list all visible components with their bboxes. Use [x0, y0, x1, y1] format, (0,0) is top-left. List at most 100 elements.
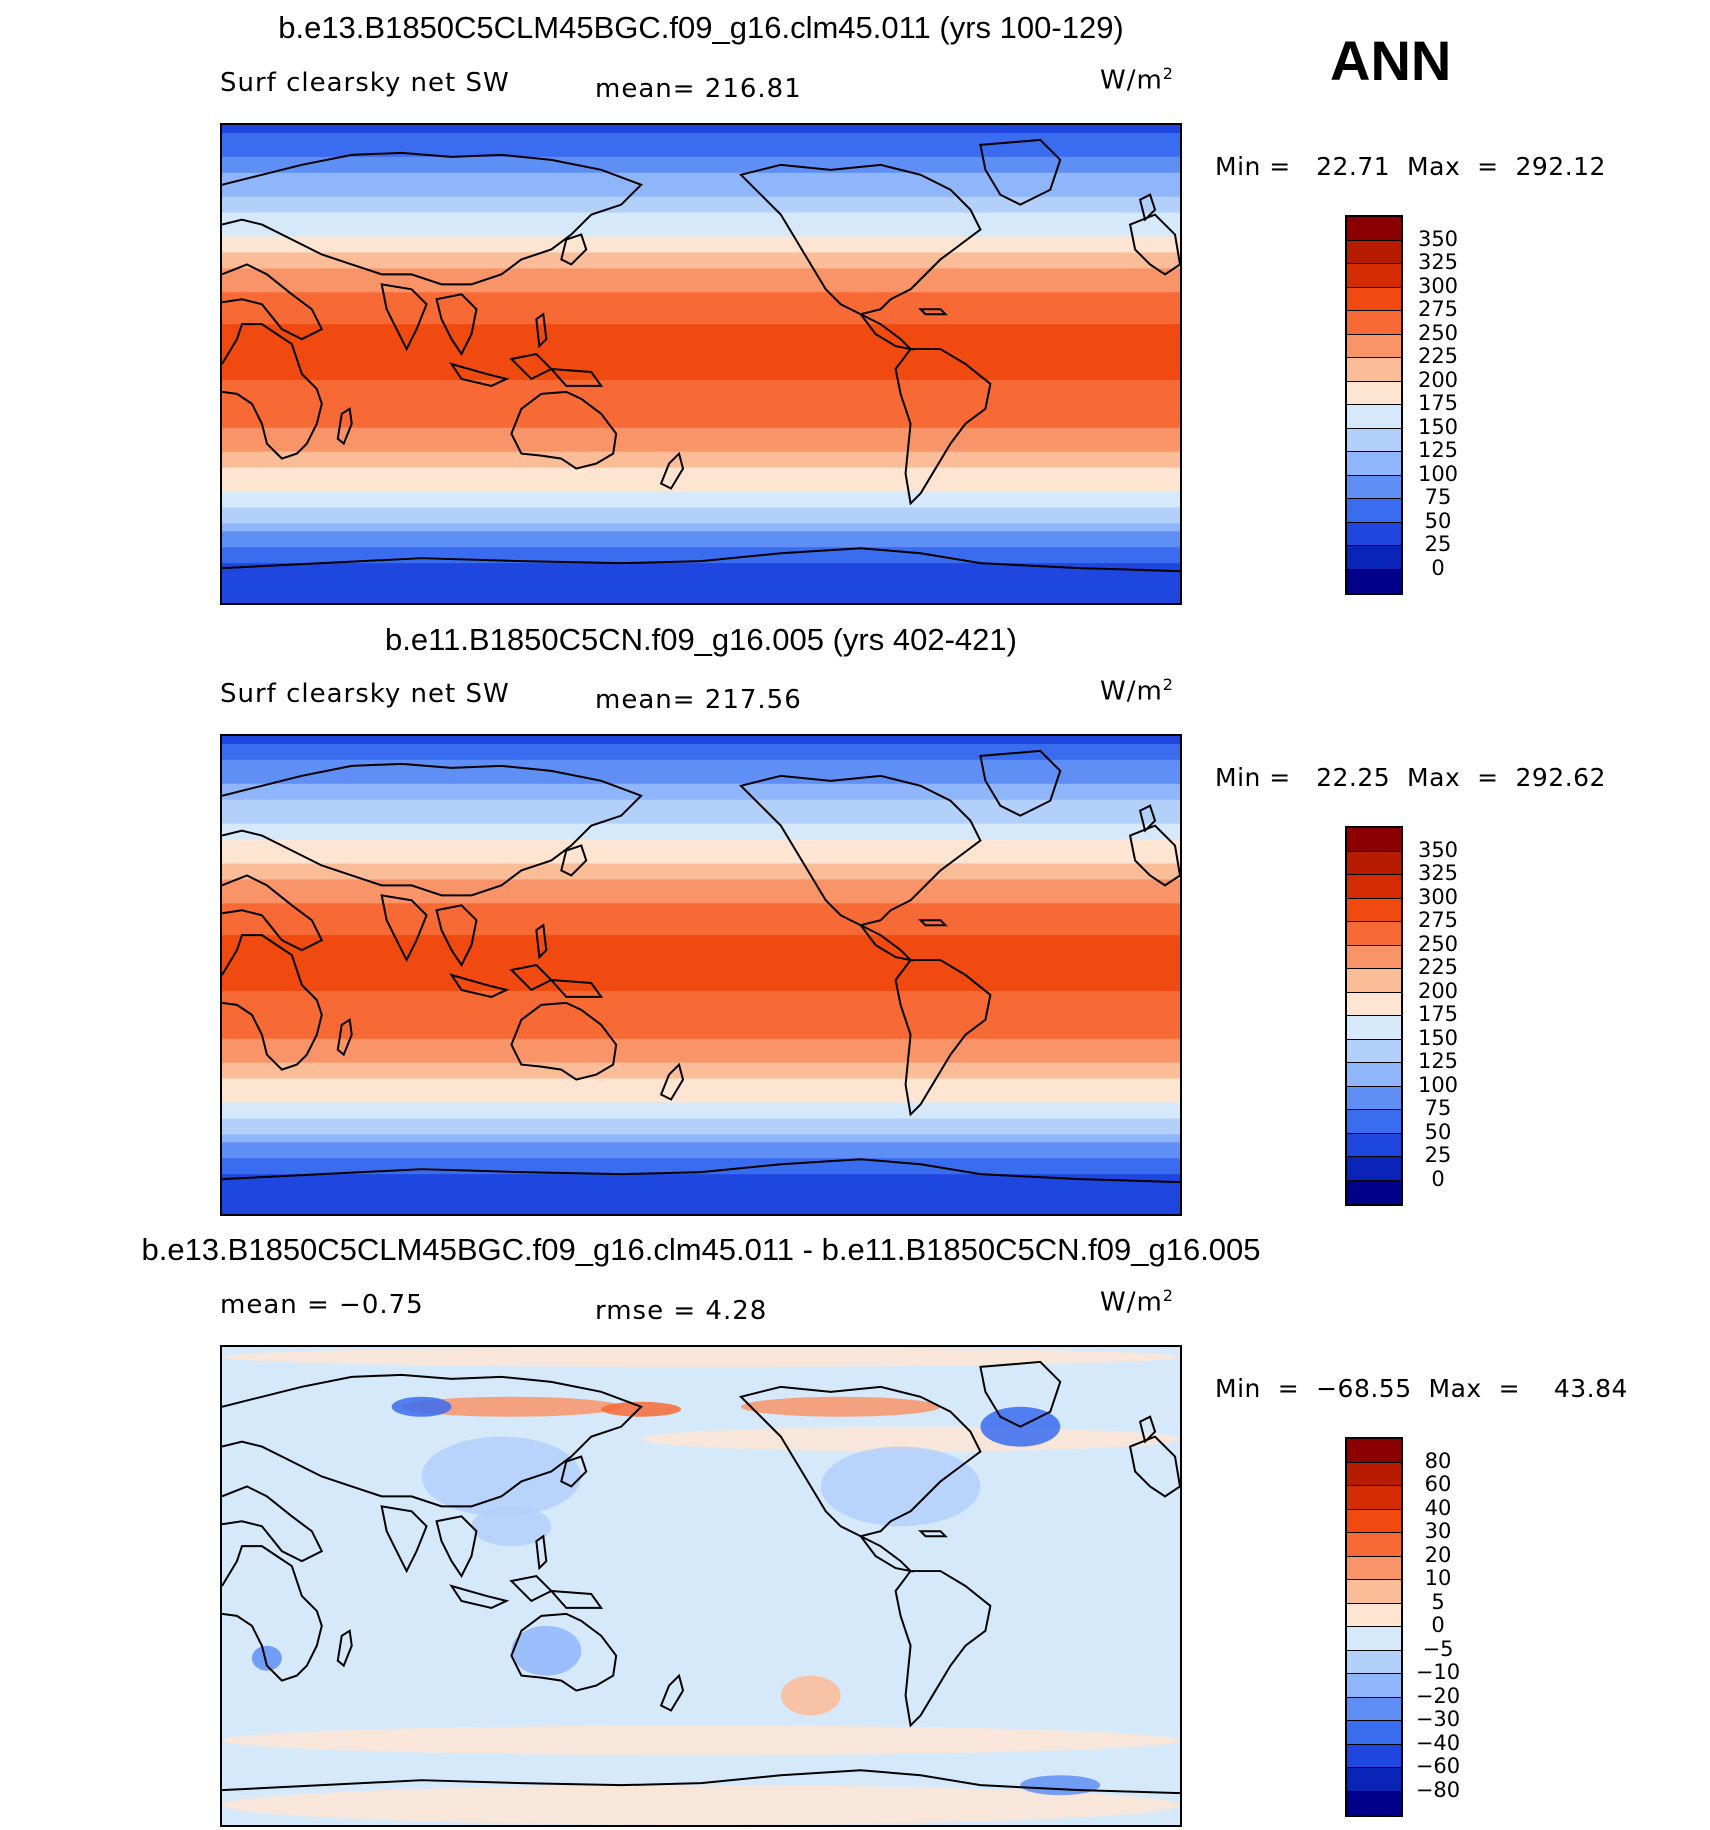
zonal-band: [222, 579, 1180, 588]
anomaly-patch: [222, 1347, 1180, 1367]
zonal-band: [222, 491, 1180, 501]
zonal-band: [222, 467, 1180, 477]
zonal-band: [222, 815, 1180, 825]
colorbar-label: 225: [1417, 955, 1459, 979]
colorbar-label: −10: [1415, 1660, 1461, 1684]
panel-mid-text: rmse = 4.28: [595, 1296, 768, 1326]
anomaly-patch: [740, 1396, 941, 1417]
colorbar-label: 350: [1417, 837, 1459, 862]
zonal-band: [222, 555, 1180, 564]
colorbar-label: 100: [1417, 1072, 1459, 1097]
zonal-band: [222, 879, 1180, 888]
colorbar-label: −20: [1415, 1683, 1461, 1708]
colorbar-segment: [1347, 452, 1401, 476]
zonal-band: [222, 895, 1180, 904]
zonal-band: [222, 204, 1180, 214]
zonal-band: [222, 1062, 1180, 1072]
colorbar-label: −5: [1422, 1636, 1454, 1661]
colorbar-segment: [1347, 475, 1401, 499]
anomaly-patch: [222, 1725, 1180, 1756]
colorbar-segment: [1347, 334, 1401, 358]
zonal-band: [222, 379, 1180, 389]
colorbar-segment: [1347, 1674, 1401, 1698]
colorbar-segment: [1347, 1016, 1401, 1040]
zonal-band: [222, 1150, 1180, 1159]
colorbar-segment: [1347, 1603, 1401, 1627]
panel-mid-text: mean= 216.81: [595, 74, 802, 104]
colorbar-segment: [1347, 1768, 1401, 1792]
zonal-band: [222, 499, 1180, 508]
zonal-band: [222, 419, 1180, 429]
zonal-band: [222, 371, 1180, 381]
zonal-band: [222, 571, 1180, 580]
colorbar-label: −30: [1415, 1707, 1461, 1731]
colorbar-segment: [1347, 569, 1401, 593]
zonal-band: [222, 1014, 1180, 1024]
zonal-band: [222, 1086, 1180, 1096]
zonal-band: [222, 935, 1180, 944]
colorbar: [1345, 826, 1403, 1206]
zonal-band: [222, 1118, 1180, 1127]
zonal-band: [222, 1094, 1180, 1104]
zonal-band: [222, 364, 1180, 373]
colorbar-segment: [1347, 1039, 1401, 1063]
zonal-band: [222, 887, 1180, 896]
zonal-band: [222, 156, 1180, 166]
panel-minmax: Min = 22.71 Max = 292.12: [1215, 152, 1606, 181]
colorbar-label: 300: [1417, 273, 1459, 298]
colorbar-label: 275: [1417, 908, 1459, 932]
zonal-band: [222, 196, 1180, 206]
colorbar-segment: [1347, 969, 1401, 993]
panel-map: [220, 1345, 1182, 1827]
colorbar-label: 200: [1417, 367, 1459, 392]
colorbar-segment: [1347, 1462, 1401, 1486]
colorbar-label: 75: [1424, 1096, 1452, 1120]
colorbar-label: −60: [1415, 1754, 1461, 1778]
panel-minmax: Min = −68.55 Max = 43.84: [1215, 1374, 1628, 1403]
zonal-band: [222, 1046, 1180, 1056]
colorbar-segment: [1347, 1157, 1401, 1181]
colorbar-label: 50: [1424, 508, 1452, 533]
units-base: W/m: [1100, 1287, 1163, 1318]
zonal-band: [222, 1126, 1180, 1135]
zonal-band: [222, 751, 1180, 761]
zonal-band: [222, 767, 1180, 777]
zonal-band: [222, 903, 1180, 912]
zonal-band: [222, 475, 1180, 485]
zonal-band: [222, 775, 1180, 785]
colorbar-label: 25: [1424, 532, 1452, 556]
colorbar-segment: [1347, 1439, 1401, 1463]
panel-left-text: Surf clearsky net SW: [220, 679, 510, 709]
anomaly-patch: [391, 1396, 452, 1417]
zonal-band: [222, 911, 1180, 920]
colorbar-label: 125: [1417, 438, 1459, 462]
colorbar-segment: [1347, 1486, 1401, 1510]
zonal-band: [222, 180, 1180, 190]
colorbar-label: 60: [1424, 1472, 1452, 1496]
zonal-band: [222, 276, 1180, 285]
zonal-band: [222, 1006, 1180, 1016]
panel-map: [220, 123, 1182, 605]
zonal-band: [222, 188, 1180, 198]
colorbar-segment: [1347, 1627, 1401, 1651]
colorbar-segment: [1347, 1791, 1401, 1815]
colorbar-label: 0: [1431, 1613, 1445, 1637]
panel-title: b.e13.B1850C5CLM45BGC.f09_g16.clm45.011 …: [278, 10, 1124, 45]
zonal-band: [222, 228, 1180, 238]
zonal-band: [222, 587, 1180, 596]
zonal-band: [222, 791, 1180, 801]
zonal-band: [222, 1158, 1180, 1167]
zonal-band: [222, 1182, 1180, 1191]
zonal-band: [222, 823, 1180, 833]
colorbar-segment: [1347, 311, 1401, 335]
colorbar-label: 150: [1417, 1025, 1459, 1050]
zonal-band: [222, 1110, 1180, 1119]
zonal-band: [222, 459, 1180, 469]
zonal-band: [222, 451, 1180, 461]
season-label: ANN: [1330, 29, 1452, 92]
zonal-band: [222, 759, 1180, 769]
panel-minmax: Min = 22.25 Max = 292.62: [1215, 763, 1606, 792]
colorbar-segment: [1347, 1580, 1401, 1604]
colorbar-segment: [1347, 922, 1401, 946]
colorbar-segment: [1347, 1721, 1401, 1745]
